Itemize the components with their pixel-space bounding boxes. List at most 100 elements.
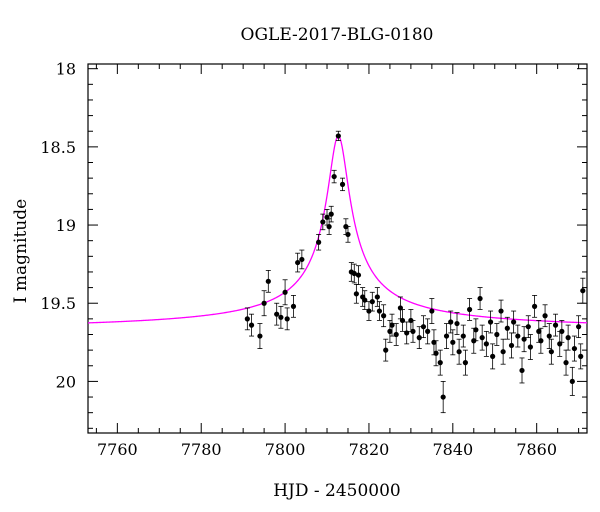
data-point xyxy=(443,323,450,349)
data-point xyxy=(410,320,416,343)
data-point xyxy=(339,177,346,192)
plot-frame xyxy=(87,63,588,434)
tick-labels: 7760 7780 7800 7820 7840 7860 18 18.5 19 19.5 20 xyxy=(40,60,557,459)
data-point xyxy=(366,301,372,321)
data-point xyxy=(538,327,544,354)
data-point xyxy=(369,291,375,312)
data-point xyxy=(565,324,571,351)
data-point xyxy=(257,323,263,349)
data-point xyxy=(295,252,301,273)
data-point xyxy=(261,290,267,317)
data-point xyxy=(515,324,521,348)
data-point xyxy=(454,312,460,335)
data-point xyxy=(299,249,305,270)
data-point xyxy=(316,234,322,251)
data-point xyxy=(265,269,271,293)
x-tick-label: 7780 xyxy=(181,440,222,459)
data-point xyxy=(284,307,290,331)
y-tick-label: 19.5 xyxy=(40,294,76,313)
data-point xyxy=(490,343,496,370)
data-point xyxy=(404,321,410,345)
data-point xyxy=(559,320,565,343)
x-axis-label: HJD - 2450000 xyxy=(273,481,401,501)
data-point xyxy=(569,366,575,396)
x-tick-label: 7760 xyxy=(97,440,138,459)
data-point xyxy=(576,315,582,339)
data-point xyxy=(248,313,255,337)
data-point xyxy=(563,349,569,376)
data-point xyxy=(511,310,517,334)
data-point xyxy=(437,349,443,376)
data-point xyxy=(389,313,395,337)
data-point xyxy=(462,349,468,376)
x-tick-label: 7840 xyxy=(432,440,473,459)
data-point xyxy=(473,318,479,342)
y-axis-label: I magnitude xyxy=(11,199,31,303)
data-point xyxy=(362,290,368,310)
axis-ticks xyxy=(88,64,587,433)
data-point xyxy=(571,335,578,362)
data-point xyxy=(525,315,531,339)
data-point xyxy=(328,205,334,223)
data-point xyxy=(487,310,494,334)
data-point xyxy=(552,313,559,337)
data-point xyxy=(331,169,337,184)
data-point xyxy=(500,338,506,365)
data-point xyxy=(494,323,500,346)
data-point xyxy=(542,304,548,328)
data-point xyxy=(531,295,538,318)
x-tick-label: 7800 xyxy=(265,440,306,459)
data-point xyxy=(456,338,462,365)
data-point xyxy=(290,295,297,318)
x-tick-label: 7860 xyxy=(516,440,557,459)
y-tick-label: 19 xyxy=(56,216,76,235)
data-point xyxy=(548,338,554,365)
data-point xyxy=(527,334,533,360)
x-tick-label: 7820 xyxy=(349,440,390,459)
data-point xyxy=(399,309,406,332)
data-point xyxy=(440,381,446,414)
plot-area xyxy=(88,130,587,414)
data-point xyxy=(320,213,326,231)
y-tick-label: 20 xyxy=(56,372,76,391)
data-point xyxy=(374,287,380,307)
data-point xyxy=(479,324,485,351)
data-point xyxy=(420,315,427,339)
data-point xyxy=(448,310,454,334)
data-point xyxy=(376,301,383,321)
data-point xyxy=(519,357,525,384)
data-point xyxy=(353,284,359,304)
data-point xyxy=(450,329,456,356)
data-point xyxy=(244,307,250,331)
data-point xyxy=(335,130,341,142)
y-tick-label: 18 xyxy=(56,60,76,79)
data-point xyxy=(466,298,473,321)
data-point xyxy=(578,343,584,370)
data-point xyxy=(483,330,489,357)
data-point xyxy=(351,263,357,284)
data-point xyxy=(498,299,504,323)
y-tick-label: 18.5 xyxy=(40,138,76,157)
data-point xyxy=(433,340,439,367)
data-point xyxy=(278,305,284,329)
model-curve xyxy=(88,135,587,324)
data-point xyxy=(274,302,280,326)
data-point xyxy=(282,279,288,306)
data-point xyxy=(546,323,552,349)
data-point xyxy=(383,338,389,362)
data-point xyxy=(393,323,399,346)
data-point xyxy=(381,304,387,328)
data-point xyxy=(425,318,431,345)
data-point xyxy=(580,277,586,304)
data-point xyxy=(508,332,515,359)
data-point xyxy=(355,265,362,285)
data-point xyxy=(460,324,466,348)
data-point xyxy=(521,326,527,353)
data-point xyxy=(429,298,435,324)
chart-title: OGLE-2017-BLG-0180 xyxy=(241,25,434,45)
data-point xyxy=(477,287,483,310)
data-point xyxy=(504,316,510,340)
data-point xyxy=(345,226,351,243)
data-point xyxy=(326,218,332,235)
